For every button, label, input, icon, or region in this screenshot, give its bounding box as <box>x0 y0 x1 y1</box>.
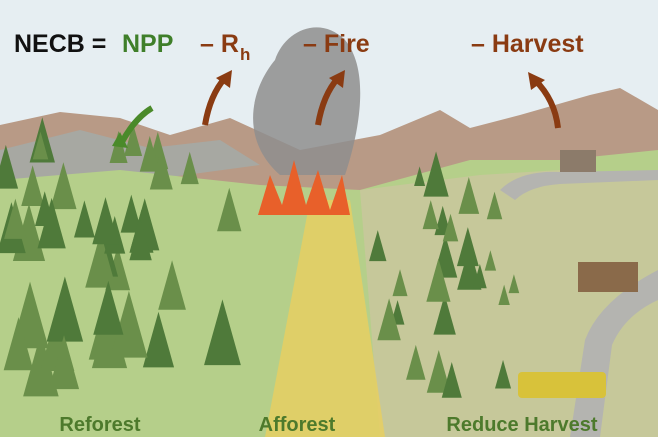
region-label: Reduce Harvest <box>446 414 598 436</box>
illustration: NECB = NPP – R h – Fire – Harvest Refore… <box>0 0 658 437</box>
harvester <box>518 372 606 398</box>
mill <box>560 150 596 172</box>
equation-term: – Fire <box>303 30 370 58</box>
equation-term: – R <box>200 30 239 58</box>
equation-term: – Harvest <box>471 30 584 58</box>
equation-subscript: h <box>240 45 250 64</box>
region-label: Afforest <box>259 414 336 436</box>
region-label: Reforest <box>59 414 140 436</box>
equation-lhs: NECB = <box>14 30 106 58</box>
log-truck <box>578 262 638 292</box>
equation-term: NPP <box>122 30 173 58</box>
